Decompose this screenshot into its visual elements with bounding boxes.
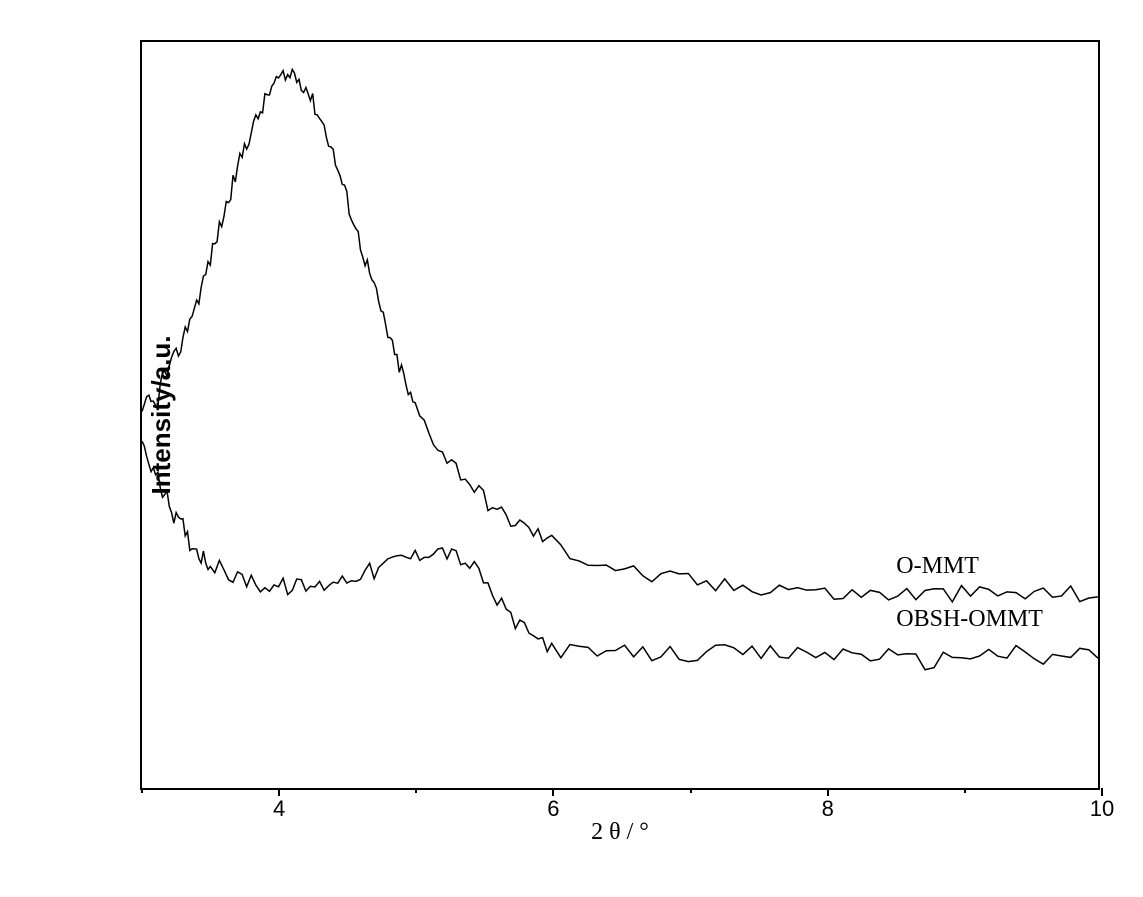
plot-area: Intensity/a.u. 2 θ / ° O-MMTOBSH-OMMT468… xyxy=(140,40,1100,790)
x-tick-label: 6 xyxy=(547,796,559,822)
x-axis-label: 2 θ / ° xyxy=(591,819,649,846)
x-tick-minor xyxy=(415,788,417,793)
x-tick xyxy=(552,788,554,796)
x-tick xyxy=(278,788,280,796)
x-tick-label: 8 xyxy=(822,796,834,822)
x-tick-minor xyxy=(690,788,692,793)
x-tick-minor xyxy=(964,788,966,793)
x-tick xyxy=(827,788,829,796)
x-tick-label: 4 xyxy=(273,796,285,822)
x-tick-minor xyxy=(141,788,143,793)
series-label-OBSH-OMMT: OBSH-OMMT xyxy=(896,606,1043,633)
y-axis-label: Intensity/a.u. xyxy=(146,336,177,495)
xrd-chart: Intensity/a.u. 2 θ / ° O-MMT OBSH-OMMT 4 6 8… xyxy=(80,30,1110,860)
series-label-O-MMT: O-MMT xyxy=(896,553,979,580)
plot-svg xyxy=(142,42,1098,788)
x-tick-label: 10 xyxy=(1090,796,1114,822)
x-tick xyxy=(1101,788,1103,796)
series-O-MMT xyxy=(142,69,1098,601)
